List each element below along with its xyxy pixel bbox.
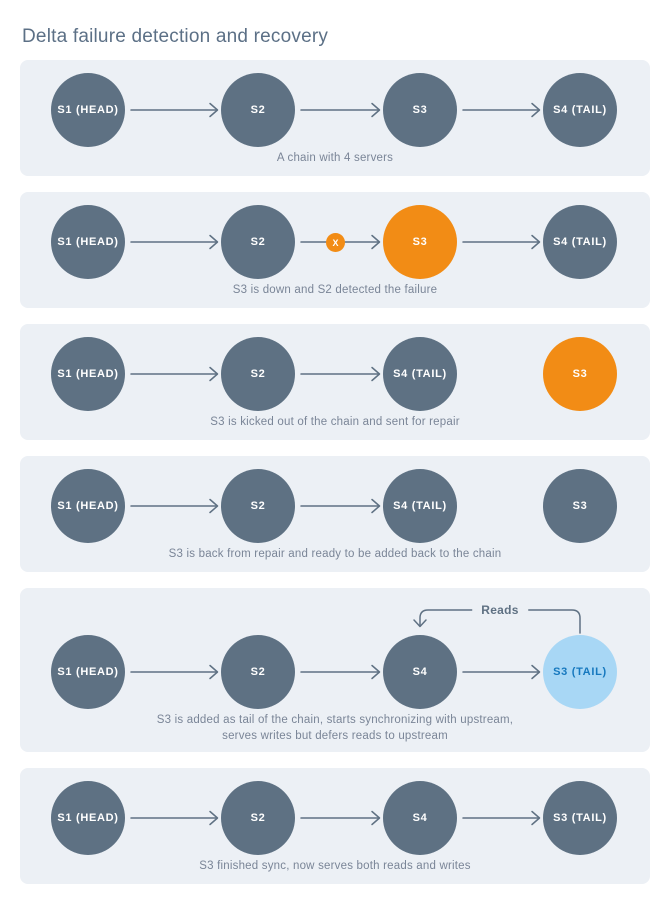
arrow-s2-s4 [300,498,381,514]
arrow-s1-s2 [130,366,219,382]
panel-caption: A chain with 4 servers [276,152,394,164]
arrowhead-icon [413,619,427,628]
failure-x-icon: X [326,233,345,252]
node-s4-tail: S4 (TAIL) [383,337,457,411]
chain-arrows [130,102,541,118]
arrow-s4-s3 [462,664,541,680]
panel-caption: S3 is kicked out of the chain and sent f… [210,416,460,428]
arrowhead-icon [209,102,219,118]
node-s1-head: S1 (HEAD) [51,469,125,543]
arrow-s1-s2 [130,498,219,514]
caption-line-2: serves writes but defers reads to upstre… [222,729,448,742]
node-s1-head: S1 (HEAD) [51,73,125,147]
arrow-s1-s2 [130,234,219,250]
node-s3-repaired: S3 [543,469,617,543]
node-s1-head: S1 (HEAD) [51,635,125,709]
node-s4: S4 [383,635,457,709]
arrow-s2-s4 [300,664,381,680]
arrow-s2-s4 [300,810,381,826]
node-s3-in-repair: S3 [543,337,617,411]
arrowhead-icon [531,102,541,118]
node-s2: S2 [221,781,295,855]
panel-step-4-back-from-repair: S1 (HEAD) S2 S4 (TAIL) S3 S3 is back fro… [20,456,650,572]
node-s4-tail: S4 (TAIL) [543,205,617,279]
arrowhead-icon [371,234,381,250]
arrow-s3-s4 [462,102,541,118]
node-s2: S2 [221,337,295,411]
arrow-s2-s4 [300,366,381,382]
caption-line-1: S3 is added as tail of the chain, starts… [156,713,514,726]
arrowhead-icon [531,234,541,250]
panel-caption: S3 is down and S2 detected the failure [232,284,438,296]
arrow-s2-s3 [300,102,381,118]
node-s4: S4 [383,781,457,855]
arrowhead-icon [531,664,541,680]
arrow-s3-s4 [462,234,541,250]
arrowhead-icon [371,664,381,680]
node-s3-tail: S3 (TAIL) [543,781,617,855]
chain-arrows [130,810,541,826]
reads-label: Reads [472,603,528,617]
panel-step-2-failure-detected: S1 (HEAD) S2 S3 S4 (TAIL) X S3 is down a… [20,192,650,308]
page-title: Delta failure detection and recovery [22,26,329,47]
arrowhead-icon [209,810,219,826]
node-s1-head: S1 (HEAD) [51,337,125,411]
panel-step-3-kicked-out: S1 (HEAD) S2 S4 (TAIL) S3 S3 is kicked o… [20,324,650,440]
node-s3-failed: S3 [383,205,457,279]
node-s2: S2 [221,73,295,147]
arrow-s1-s2 [130,664,219,680]
panel-caption: S3 is back from repair and ready to be a… [168,548,502,560]
panel-caption: S3 finished sync, now serves both reads … [199,860,471,872]
node-s1-head: S1 (HEAD) [51,205,125,279]
node-s4-tail: S4 (TAIL) [543,73,617,147]
panel-caption: S3 is added as tail of the chain, starts… [20,712,650,744]
arrowhead-icon [209,498,219,514]
arrowhead-icon [209,234,219,250]
arrow-s1-s2 [130,810,219,826]
arrowhead-icon [371,498,381,514]
arrowhead-icon [371,810,381,826]
node-s2: S2 [221,469,295,543]
panel-step-6-sync-finished: S1 (HEAD) S2 S4 S3 (TAIL) S3 finished sy… [20,768,650,884]
arrowhead-icon [209,664,219,680]
node-s2: S2 [221,635,295,709]
node-s4-tail: S4 (TAIL) [383,469,457,543]
chain-arrows [130,498,381,514]
arrow-s4-s3 [462,810,541,826]
node-s1-head: S1 (HEAD) [51,781,125,855]
chain-arrows [130,366,381,382]
arrowhead-icon [209,366,219,382]
arrow-s1-s2 [130,102,219,118]
arrowhead-icon [531,810,541,826]
node-s3-tail-syncing: S3 (TAIL) [543,635,617,709]
panel-step-1-chain: S1 (HEAD) S2 S3 S4 (TAIL) A chain with 4… [20,60,650,176]
node-s3: S3 [383,73,457,147]
node-s2: S2 [221,205,295,279]
panel-step-5-readded-syncing: Reads S1 (HEAD) S2 S4 S3 (TAIL) S3 is ad… [20,588,650,752]
arrowhead-icon [371,366,381,382]
arrowhead-icon [371,102,381,118]
